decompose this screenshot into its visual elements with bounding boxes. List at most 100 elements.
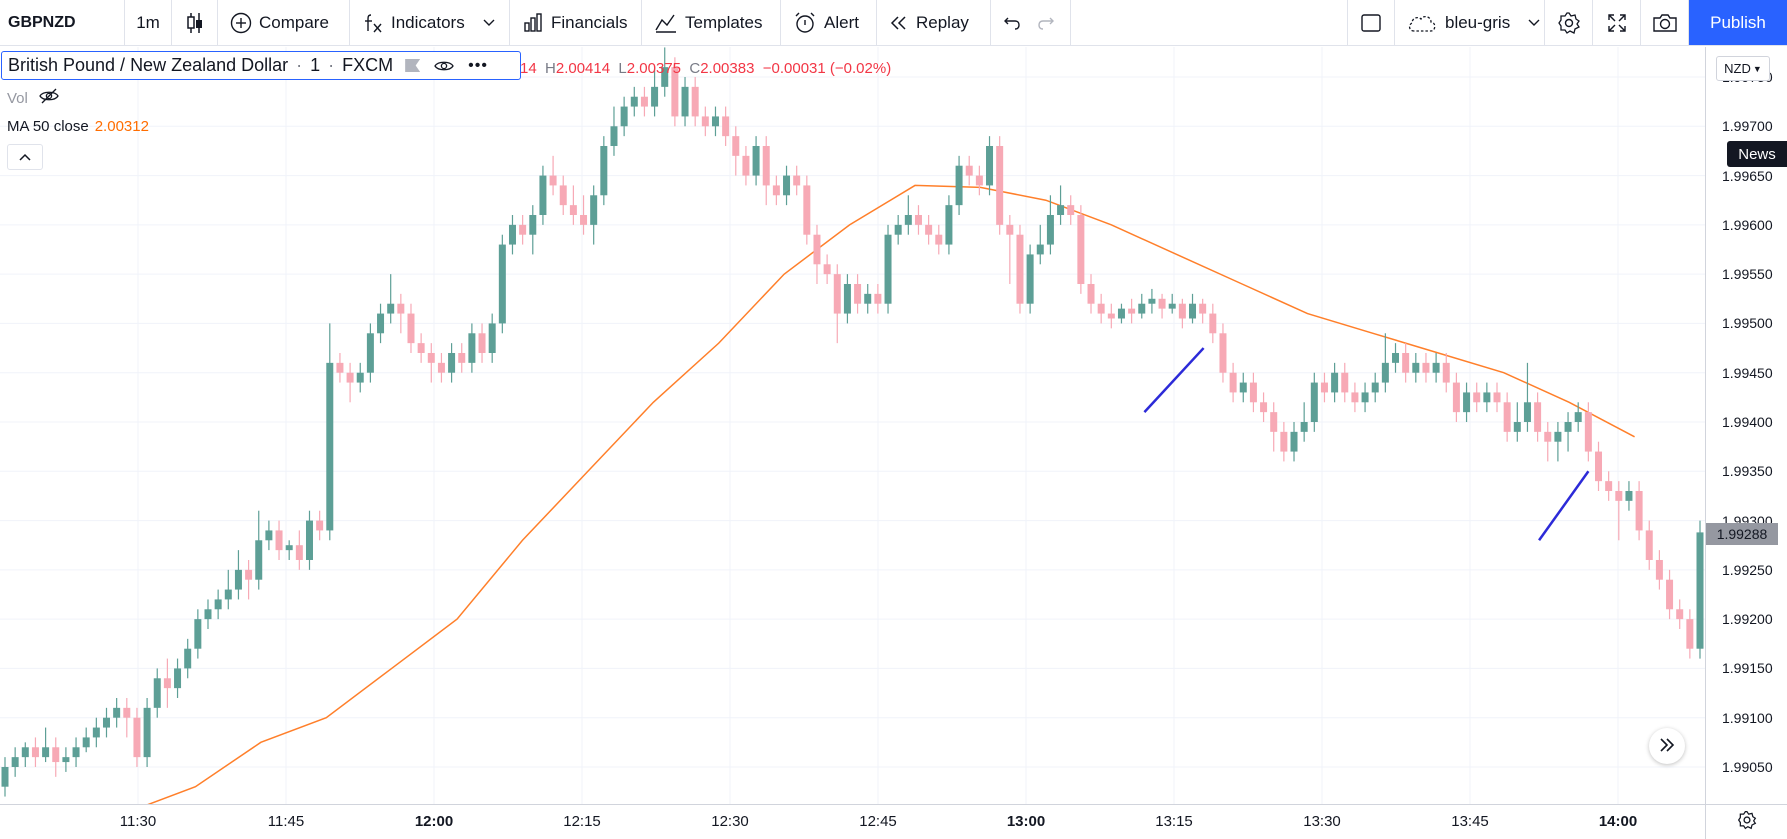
alarm-clock-icon (793, 11, 817, 35)
news-button[interactable]: News (1727, 141, 1787, 167)
alert-button[interactable]: Alert (781, 0, 877, 45)
chevron-down-icon (1528, 19, 1540, 27)
layout-name-button[interactable]: bleu-gris (1395, 0, 1545, 45)
snapshot-button[interactable] (1641, 0, 1689, 45)
candle-body (1432, 362, 1440, 373)
candle-body (590, 195, 598, 225)
currency-button[interactable]: NZD ▼ (1716, 56, 1770, 81)
candle-body (1128, 308, 1136, 314)
candle-body (214, 599, 222, 610)
fullscreen-button[interactable] (1593, 0, 1641, 45)
bar-style-button[interactable] (172, 0, 218, 45)
scroll-to-realtime-button[interactable] (1649, 728, 1685, 764)
candle-body (1371, 382, 1379, 393)
candle-body (935, 234, 943, 245)
candle-body (478, 333, 486, 353)
interval-button[interactable]: 1m (125, 0, 172, 45)
flag-icon[interactable] (405, 59, 421, 72)
candle-body (1300, 421, 1308, 432)
candle-body (1595, 451, 1603, 482)
candle-body (1016, 234, 1024, 304)
more-icon[interactable]: ••• (468, 56, 488, 74)
candle-body (1249, 382, 1257, 403)
chevron-up-icon (19, 148, 31, 166)
eye-crossed-icon[interactable] (38, 88, 60, 108)
candle-body (488, 323, 496, 353)
ohlc-open: 14 (520, 60, 537, 77)
eye-icon[interactable] (434, 59, 454, 73)
chart-pane[interactable] (0, 47, 1705, 804)
ma50-line (147, 184, 1635, 804)
candle-body (1331, 372, 1339, 393)
candle-body (1676, 609, 1684, 620)
candle-body (1696, 532, 1704, 649)
volume-legend[interactable]: Vol (7, 88, 60, 108)
financials-button[interactable]: Financials (510, 0, 642, 45)
compare-button[interactable]: Compare (218, 0, 350, 45)
candle-body (1655, 559, 1663, 580)
candle-body (1463, 392, 1471, 413)
candle-body (833, 274, 841, 314)
candle-body (1057, 205, 1065, 215)
candle-body (569, 205, 577, 215)
publish-button[interactable]: Publish (1689, 0, 1787, 45)
candle-body (346, 372, 354, 383)
drawings-layer (1143, 347, 1590, 542)
candle-body (783, 175, 791, 196)
legend-collapse-button[interactable] (7, 144, 43, 170)
templates-button[interactable]: Templates (642, 0, 781, 45)
symbol-legend[interactable]: British Pound / New Zealand Dollar · 1 ·… (1, 51, 521, 80)
candle-body (326, 362, 334, 531)
candle-body (285, 545, 293, 551)
candle-body (62, 757, 70, 763)
candle-body (1442, 362, 1450, 383)
candle-body (691, 86, 699, 117)
plus-circle-icon (230, 12, 252, 34)
square-icon (1360, 12, 1382, 34)
price-tick-label: 1.99600 (1722, 216, 1773, 233)
redo-icon[interactable] (1037, 15, 1055, 31)
chart-settings-button[interactable] (1545, 0, 1593, 45)
candle-body (113, 707, 121, 718)
time-tick-label: 11:30 (119, 813, 157, 830)
candle-body (265, 530, 273, 541)
price-scale[interactable]: 1.997501.997001.996501.996001.995501.995… (1705, 47, 1787, 804)
select-layout-button[interactable] (1347, 0, 1395, 45)
candle-body (559, 185, 567, 206)
candle-body (864, 293, 872, 304)
candle-body (1402, 352, 1410, 373)
candle-body (630, 96, 638, 107)
templates-label: Templates (685, 12, 763, 32)
news-label: News (1738, 145, 1776, 163)
candle-body (874, 293, 882, 304)
chevron-down-icon[interactable] (483, 19, 495, 27)
replay-button[interactable]: Replay (877, 0, 991, 45)
candle-body (529, 214, 537, 235)
symbol-search-button[interactable]: GBPNZD (0, 0, 125, 45)
axis-settings-button[interactable] (1705, 804, 1787, 839)
candle-body (610, 126, 618, 146)
price-tick-label: 1.99150 (1722, 660, 1773, 677)
undo-icon[interactable] (1003, 15, 1021, 31)
candle-body (925, 224, 933, 235)
ma-legend[interactable]: MA 50 close 2.00312 (7, 118, 149, 135)
candle-body (92, 727, 100, 738)
candle-body (1635, 490, 1643, 531)
candle-body (762, 145, 770, 186)
time-tick-label: 12:00 (414, 813, 454, 830)
candle-body (133, 717, 141, 758)
price-tick-label: 1.99100 (1722, 709, 1773, 726)
candle-body (1087, 283, 1095, 304)
ohlc-values: 14 H2.00414 L2.00375 C2.00383 −0.00031 (… (520, 60, 892, 77)
candle-body (996, 145, 1004, 225)
candle-body (1361, 392, 1369, 403)
candle-body (275, 530, 283, 551)
candle-body (82, 737, 90, 748)
candle-body (722, 116, 730, 137)
candle-body (255, 540, 263, 580)
candle-body (1686, 619, 1694, 649)
time-scale[interactable]: 11:30 11:45 12:00 12:15 12:30 12:45 13:00 13:15… (0, 804, 1705, 839)
candle-body (914, 214, 922, 225)
replay-label: Replay (916, 12, 969, 32)
indicators-button[interactable]: Indicators (350, 0, 510, 45)
